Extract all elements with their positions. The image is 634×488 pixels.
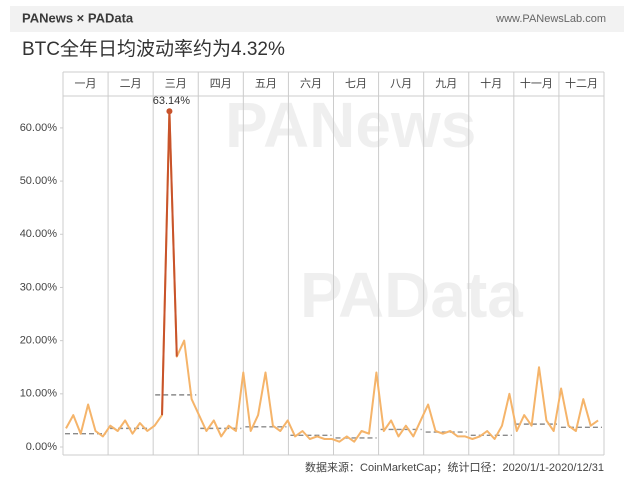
month-label: 八月	[390, 78, 412, 90]
month-label: 十二月	[565, 76, 598, 90]
month-label: 六月	[300, 77, 322, 90]
header-bar	[10, 6, 624, 32]
y-tick-label: 60.00%	[20, 122, 58, 134]
month-label: 四月	[210, 78, 232, 90]
site-url: www.PANewsLab.com	[495, 13, 606, 25]
logo: PANews × PAData	[22, 10, 134, 25]
y-tick-label: 50.00%	[20, 175, 58, 187]
month-label: 三月	[165, 78, 187, 90]
volatility-line	[65, 110, 599, 443]
month-label: 十一月	[520, 76, 553, 90]
month-label: 七月	[345, 77, 367, 90]
month-label: 二月	[120, 78, 142, 90]
y-tick-label: 10.00%	[20, 388, 58, 400]
peak-point	[166, 108, 173, 115]
watermark: PAData	[300, 259, 523, 331]
month-label: 十月	[480, 76, 502, 90]
chart-title: BTC全年日均波动率约为4.32%	[22, 38, 285, 60]
month-label: 九月	[435, 77, 457, 90]
y-tick-label: 20.00%	[20, 335, 58, 347]
source-note: 数据来源：CoinMarketCap；统计口径：2020/1/1-2020/12…	[305, 460, 604, 474]
y-tick-label: 40.00%	[20, 228, 58, 240]
y-tick-label: 0.00%	[26, 441, 57, 453]
watermark: PANews	[225, 89, 476, 161]
data-label: 63.14%	[153, 95, 191, 107]
y-tick-label: 30.00%	[20, 281, 58, 293]
month-label: 五月	[255, 78, 277, 90]
month-label: 一月	[75, 78, 97, 90]
